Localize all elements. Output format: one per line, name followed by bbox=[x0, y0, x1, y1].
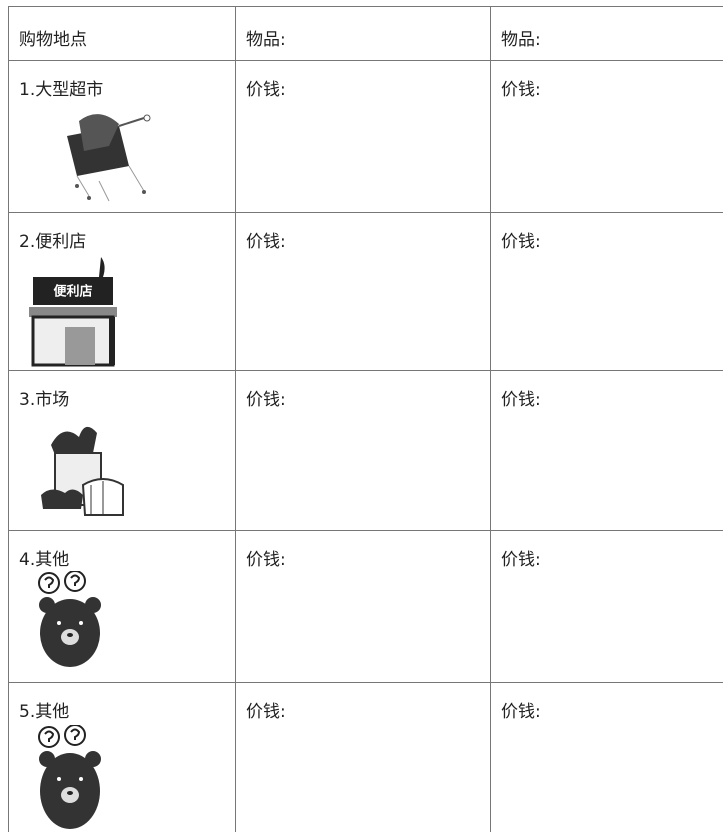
place-label: 4.其他 bbox=[19, 550, 70, 570]
price-cell: 价钱: bbox=[235, 370, 491, 531]
price-label: 价钱: bbox=[501, 80, 541, 100]
price-label: 价钱: bbox=[501, 390, 541, 410]
price-label: 价钱: bbox=[246, 80, 286, 100]
price-cell: 价钱: bbox=[490, 212, 723, 371]
place-cell: 2.便利店 便利店 bbox=[8, 212, 236, 371]
place-label: 2.便利店 bbox=[19, 232, 87, 252]
price-label: 价钱: bbox=[246, 232, 286, 252]
header-cell: 物品: bbox=[490, 6, 723, 61]
header-text: 购物地点 bbox=[19, 30, 87, 50]
price-label: 价钱: bbox=[246, 702, 286, 722]
price-label: 价钱: bbox=[246, 390, 286, 410]
header-cell: 物品: bbox=[235, 6, 491, 61]
store-sign: 便利店 bbox=[53, 284, 92, 300]
store-icon: 便利店 bbox=[29, 257, 117, 367]
cart-icon bbox=[67, 114, 151, 202]
place-label: 1.大型超市 bbox=[19, 80, 104, 100]
price-cell: 价钱: bbox=[490, 530, 723, 683]
price-cell: 价钱: bbox=[235, 530, 491, 683]
header-text: 物品: bbox=[501, 30, 541, 50]
price-label: 价钱: bbox=[501, 702, 541, 722]
place-cell: 3.市场 bbox=[8, 370, 236, 531]
price-cell: 价钱: bbox=[235, 682, 491, 832]
price-cell: 价钱: bbox=[490, 370, 723, 531]
price-label: 价钱: bbox=[501, 550, 541, 570]
price-label: 价钱: bbox=[246, 550, 286, 570]
price-cell: 价钱: bbox=[235, 212, 491, 371]
bear-icon bbox=[38, 571, 101, 667]
price-cell: 价钱: bbox=[490, 682, 723, 832]
bear-icon bbox=[38, 725, 101, 829]
price-label: 价钱: bbox=[501, 232, 541, 252]
header-cell: 购物地点 bbox=[8, 6, 236, 61]
place-cell: 5.其他 bbox=[8, 682, 236, 832]
price-cell: 价钱: bbox=[235, 60, 491, 213]
place-label: 5.其他 bbox=[19, 702, 70, 722]
place-label: 3.市场 bbox=[19, 390, 70, 410]
place-cell: 4.其他 bbox=[8, 530, 236, 683]
header-text: 物品: bbox=[246, 30, 286, 50]
price-cell: 价钱: bbox=[490, 60, 723, 213]
place-cell: 1.大型超市 bbox=[8, 60, 236, 213]
market-icon bbox=[41, 426, 124, 516]
